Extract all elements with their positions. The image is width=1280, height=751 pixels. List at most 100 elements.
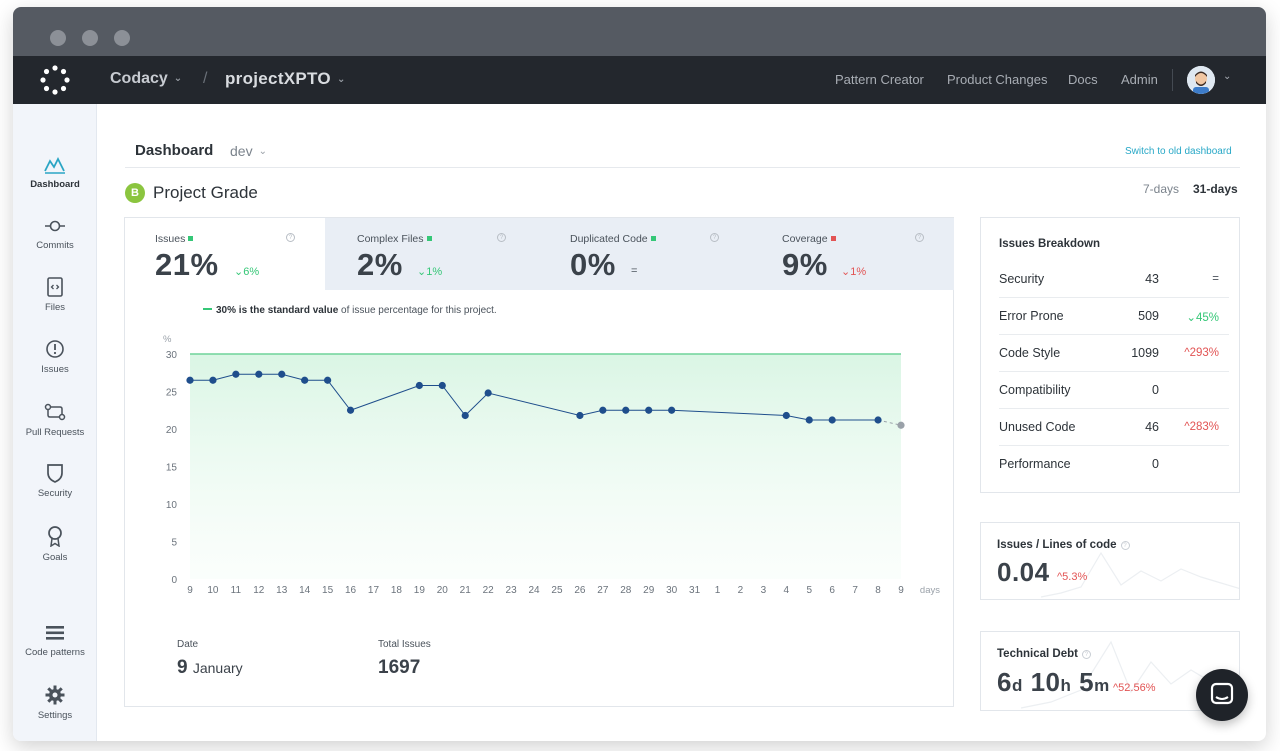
x-tick-label: 18 xyxy=(391,585,403,596)
status-dot-good xyxy=(650,236,656,241)
breakdown-delta: ⌄45% xyxy=(1186,312,1219,324)
metric-tab-complex-files[interactable]: Complex Files 2% ⌄1% ? xyxy=(325,218,537,290)
window-minimize-dot[interactable] xyxy=(82,30,98,46)
breakdown-value: 1099 xyxy=(1131,346,1159,360)
codacy-logo-icon[interactable] xyxy=(40,65,70,95)
issues-per-loc-card[interactable]: Issues / Lines of code? 0.04 ^5.3% xyxy=(980,522,1240,600)
range-31-days[interactable]: 31-days xyxy=(1193,182,1238,196)
browser-window: Codacy ⌄ / projectXPTO ⌄ Pattern Creator P… xyxy=(13,7,1266,741)
x-tick-label: 28 xyxy=(620,585,632,596)
total-issues-value: 1697 xyxy=(378,657,421,678)
breakdown-delta: ^283% xyxy=(1184,421,1219,433)
x-tick-label: 17 xyxy=(368,585,380,596)
metric-delta: ⌄6% xyxy=(234,266,260,278)
breakdown-row-code-style[interactable]: Code Style 1099 ^293% xyxy=(999,335,1229,372)
chat-button[interactable] xyxy=(1196,669,1248,721)
window-maximize-dot[interactable] xyxy=(114,30,130,46)
sidebar-item-pull-requests[interactable]: Pull Requests xyxy=(13,402,97,438)
y-tick-label: 15 xyxy=(166,463,178,474)
sidebar-item-label: Dashboard xyxy=(30,179,80,190)
metric-tab-duplicated-code[interactable]: Duplicated Code 0% = ? xyxy=(537,218,749,290)
project-selector[interactable]: projectXPTO ⌄ xyxy=(225,69,346,89)
sidebar-item-label: Security xyxy=(37,488,73,499)
y-tick-label: 10 xyxy=(166,500,178,511)
nav-link-product-changes[interactable]: Product Changes xyxy=(947,72,1048,87)
range-7-days[interactable]: 7-days xyxy=(1143,182,1180,196)
alert-circle-icon xyxy=(46,340,64,358)
org-selector[interactable]: Codacy ⌄ xyxy=(110,70,182,88)
issues-per-loc-title-text: Issues / Lines of code xyxy=(997,539,1117,551)
sidebar-item-issues[interactable]: Issues xyxy=(13,339,97,375)
y-axis-unit-label: % xyxy=(163,334,172,345)
metric-label-text: Duplicated Code xyxy=(570,233,648,245)
breakdown-name: Performance xyxy=(999,457,1071,471)
breakdown-row-error-prone[interactable]: Error Prone 509 ⌄45% xyxy=(999,298,1229,335)
issues-per-loc-value: 0.04 xyxy=(997,557,1050,587)
issues-data-point xyxy=(645,406,653,414)
nav-link-pattern-creator[interactable]: Pattern Creator xyxy=(835,72,924,87)
switch-old-dashboard-link[interactable]: Switch to old dashboard xyxy=(1125,146,1232,157)
x-tick-label: 1 xyxy=(715,585,721,596)
nav-link-docs[interactable]: Docs xyxy=(1068,72,1098,87)
metric-delta: ⌄1% xyxy=(841,266,867,278)
help-icon[interactable]: ? xyxy=(1120,541,1130,550)
nav-divider xyxy=(1172,69,1173,91)
metric-value: 21% xyxy=(155,247,219,282)
issues-data-point xyxy=(278,370,286,378)
breakdown-row-unused-code[interactable]: Unused Code 46 ^283% xyxy=(999,409,1229,446)
breakdown-value: 46 xyxy=(1145,420,1159,434)
debt-hours: 10 xyxy=(1030,667,1061,697)
sidebar-item-label: Pull Requests xyxy=(25,427,85,438)
debt-minutes-unit: m xyxy=(1094,676,1110,695)
x-tick-label: 27 xyxy=(597,585,609,596)
gear-icon xyxy=(45,685,65,705)
breakdown-delta: = xyxy=(1212,273,1219,285)
sidebar-item-label: Files xyxy=(44,302,66,313)
technical-debt-value: 6d 10h 5m xyxy=(997,667,1110,698)
date-month: January xyxy=(192,660,243,676)
issues-per-loc-sparkline xyxy=(1040,551,1239,598)
breakdown-row-compatibility[interactable]: Compatibility 0 xyxy=(999,372,1229,409)
branch-selector[interactable]: dev ⌄ xyxy=(230,143,267,159)
x-tick-label: 21 xyxy=(460,585,472,596)
window-titlebar xyxy=(13,7,1266,56)
sidebar-item-commits[interactable]: Commits xyxy=(13,217,97,251)
breakdown-name: Security xyxy=(999,272,1045,286)
issues-data-point xyxy=(324,376,332,384)
help-icon[interactable]: ? xyxy=(286,233,295,242)
breakdown-delta: ^293% xyxy=(1184,347,1219,359)
sidebar-item-label: Settings xyxy=(37,710,73,721)
chevron-down-icon[interactable]: ⌄ xyxy=(1223,71,1232,82)
user-avatar[interactable] xyxy=(1187,66,1215,94)
metric-tab-coverage[interactable]: Coverage 9% ⌄1% ? xyxy=(749,218,954,290)
x-tick-label: 12 xyxy=(253,585,265,596)
sidebar-item-settings[interactable]: Settings xyxy=(13,685,97,721)
sidebar-item-security[interactable]: Security xyxy=(13,463,97,499)
sidebar-item-dashboard[interactable]: Dashboard xyxy=(13,156,97,190)
sidebar-item-goals[interactable]: Goals xyxy=(13,525,97,563)
help-icon[interactable]: ? xyxy=(497,233,506,242)
sidebar-item-files[interactable]: Files xyxy=(13,277,97,313)
metric-label-text: Complex Files xyxy=(357,233,424,245)
metric-delta: ⌄1% xyxy=(417,266,443,278)
breadcrumb-separator: / xyxy=(203,70,208,87)
x-tick-label: 6 xyxy=(829,585,835,596)
sidebar-item-label: Commits xyxy=(36,240,74,251)
sidebar-item-code-patterns[interactable]: Code patterns xyxy=(13,624,97,658)
help-icon[interactable]: ? xyxy=(710,233,719,242)
window-close-dot[interactable] xyxy=(50,30,66,46)
main-content: Dashboard dev ⌄ Switch to old dashboard B… xyxy=(97,104,1266,741)
breakdown-row-performance[interactable]: Performance 0 xyxy=(999,446,1229,483)
help-icon[interactable]: ? xyxy=(915,233,924,242)
nav-link-admin[interactable]: Admin xyxy=(1121,72,1158,87)
help-icon[interactable]: ? xyxy=(1081,650,1091,659)
x-tick-label: 13 xyxy=(276,585,288,596)
metric-label-text: Coverage xyxy=(782,233,828,245)
file-code-icon xyxy=(47,277,63,297)
debt-days-unit: d xyxy=(1011,676,1023,695)
metric-tab-issues[interactable]: Issues 21% ⌄6% ? xyxy=(125,218,325,290)
x-tick-label: 10 xyxy=(207,585,219,596)
branch-name: dev xyxy=(230,143,253,159)
breakdown-row-security[interactable]: Security 43 = xyxy=(999,261,1229,298)
